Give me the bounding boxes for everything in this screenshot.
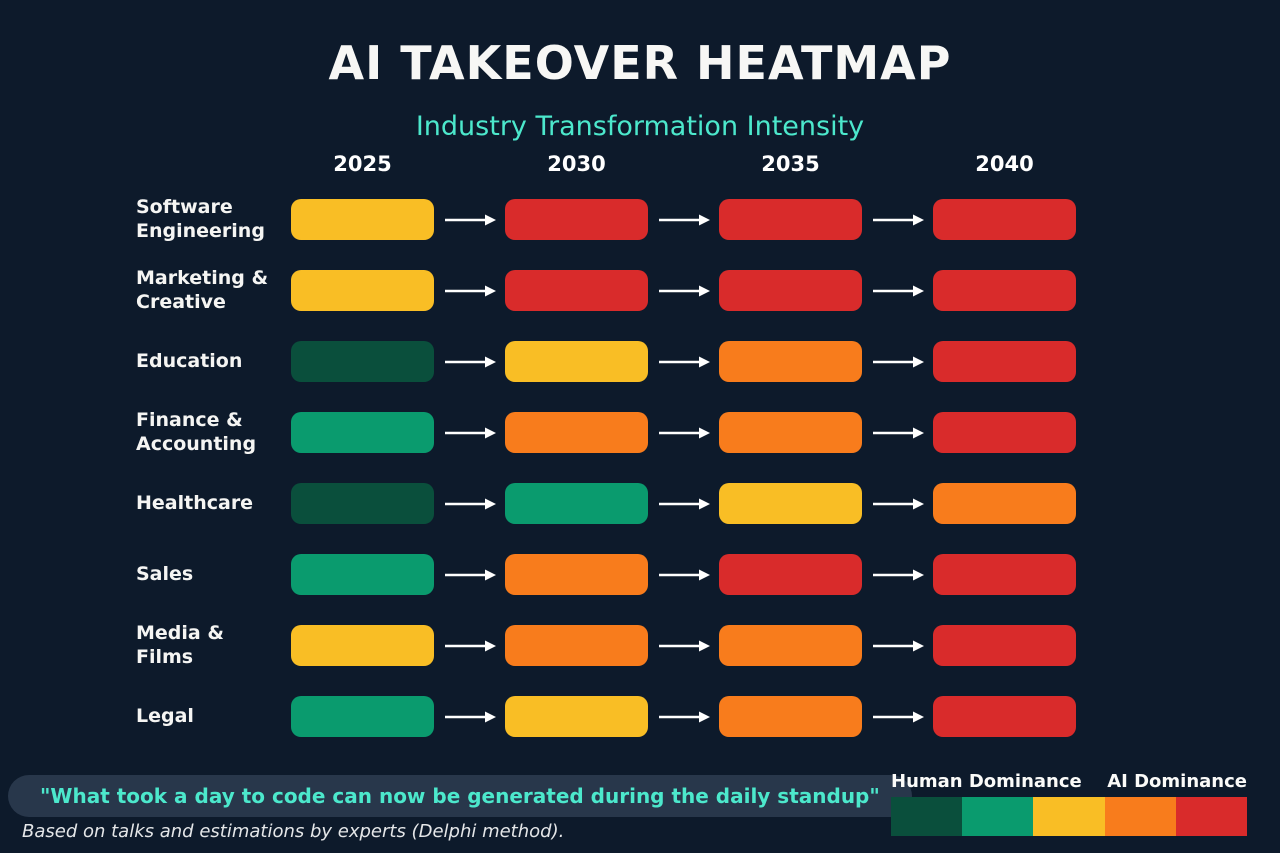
legend-label-human: Human Dominance [891,771,1082,792]
arrow-icon [434,341,505,382]
arrow-icon [648,412,719,453]
legend-labels: Human Dominance AI Dominance [891,771,1247,792]
arrow-icon [648,696,719,737]
heatmap-cell [291,341,434,382]
heatmap-row-label: Marketing & Creative [136,267,269,313]
heatmap-grid: 2025 2030 2035 2040 Software Engineering Mark… [134,140,1076,752]
heatmap-cell [291,696,434,737]
arrow-icon [862,341,933,382]
arrow-icon [862,625,933,666]
year-header-2025: 2025 [333,152,392,176]
heatmap-cell [719,483,862,524]
heatmap-cell [291,412,434,453]
heatmap-row-label: Software Engineering [136,196,265,242]
arrow-icon [648,625,719,666]
heatmap-cell [291,199,434,240]
heatmap-cell [505,696,648,737]
legend-swatch-3 [1033,797,1105,836]
heatmap-row-label: Media & Films [136,622,224,668]
heatmap-cell [719,554,862,595]
arrow-icon [862,270,933,311]
heatmap-row-label: Healthcare [136,491,254,514]
heatmap-cell [719,412,862,453]
legend-color-bar [891,797,1248,836]
heatmap-cell [291,554,434,595]
heatmap-cell [291,270,434,311]
heatmap-cell [933,270,1076,311]
year-header-2035: 2035 [761,152,820,176]
arrow-icon [862,554,933,595]
arrow-icon [434,270,505,311]
arrow-icon [434,412,505,453]
heatmap-cell [933,625,1076,666]
year-header-2030: 2030 [547,152,606,176]
heatmap-row-label: Finance & Accounting [136,409,257,455]
heatmap-cell [933,483,1076,524]
heatmap-cell [291,625,434,666]
heatmap-cell [933,554,1076,595]
arrow-icon [648,270,719,311]
heatmap-cell [719,625,862,666]
arrow-icon [862,412,933,453]
heatmap-cell [291,483,434,524]
heatmap-cell [505,412,648,453]
heatmap-row-label: Education [136,349,243,372]
page-title: AI TAKEOVER HEATMAP [328,36,952,90]
heatmap-cell [719,199,862,240]
arrow-icon [434,625,505,666]
arrow-icon [862,199,933,240]
heatmap-cell [505,341,648,382]
heatmap-cell [933,199,1076,240]
heatmap-cell [505,554,648,595]
heatmap-row-label: Sales [136,562,194,585]
heatmap-row-label: Legal [136,704,194,727]
legend-swatch-2 [962,797,1034,836]
arrow-icon [648,483,719,524]
year-header-2040: 2040 [975,152,1034,176]
arrow-icon [648,199,719,240]
footnote: Based on talks and estimations by expert… [22,821,565,842]
page-subtitle: Industry Transformation Intensity [415,111,865,142]
heatmap-cell [505,270,648,311]
arrow-icon [434,199,505,240]
arrow-icon [434,554,505,595]
heatmap-cell [719,270,862,311]
legend-label-ai: AI Dominance [1107,771,1247,792]
legend-swatch-5 [1175,797,1248,836]
arrow-icon [648,341,719,382]
heatmap-cell [933,341,1076,382]
arrow-icon [648,554,719,595]
legend-swatch-1 [891,797,963,836]
heatmap-cell [505,625,648,666]
heatmap-cell [505,199,648,240]
arrow-icon [862,696,933,737]
legend-swatch-4 [1104,797,1176,836]
heatmap-cell [719,696,862,737]
heatmap-cell [933,412,1076,453]
quote-banner: "What took a day to code can now be gene… [8,775,912,817]
heatmap-cell [505,483,648,524]
arrow-icon [434,696,505,737]
heatmap-cell [933,696,1076,737]
arrow-icon [434,483,505,524]
legend: Human Dominance AI Dominance [891,771,1248,836]
heatmap-cell [719,341,862,382]
arrow-icon [862,483,933,524]
